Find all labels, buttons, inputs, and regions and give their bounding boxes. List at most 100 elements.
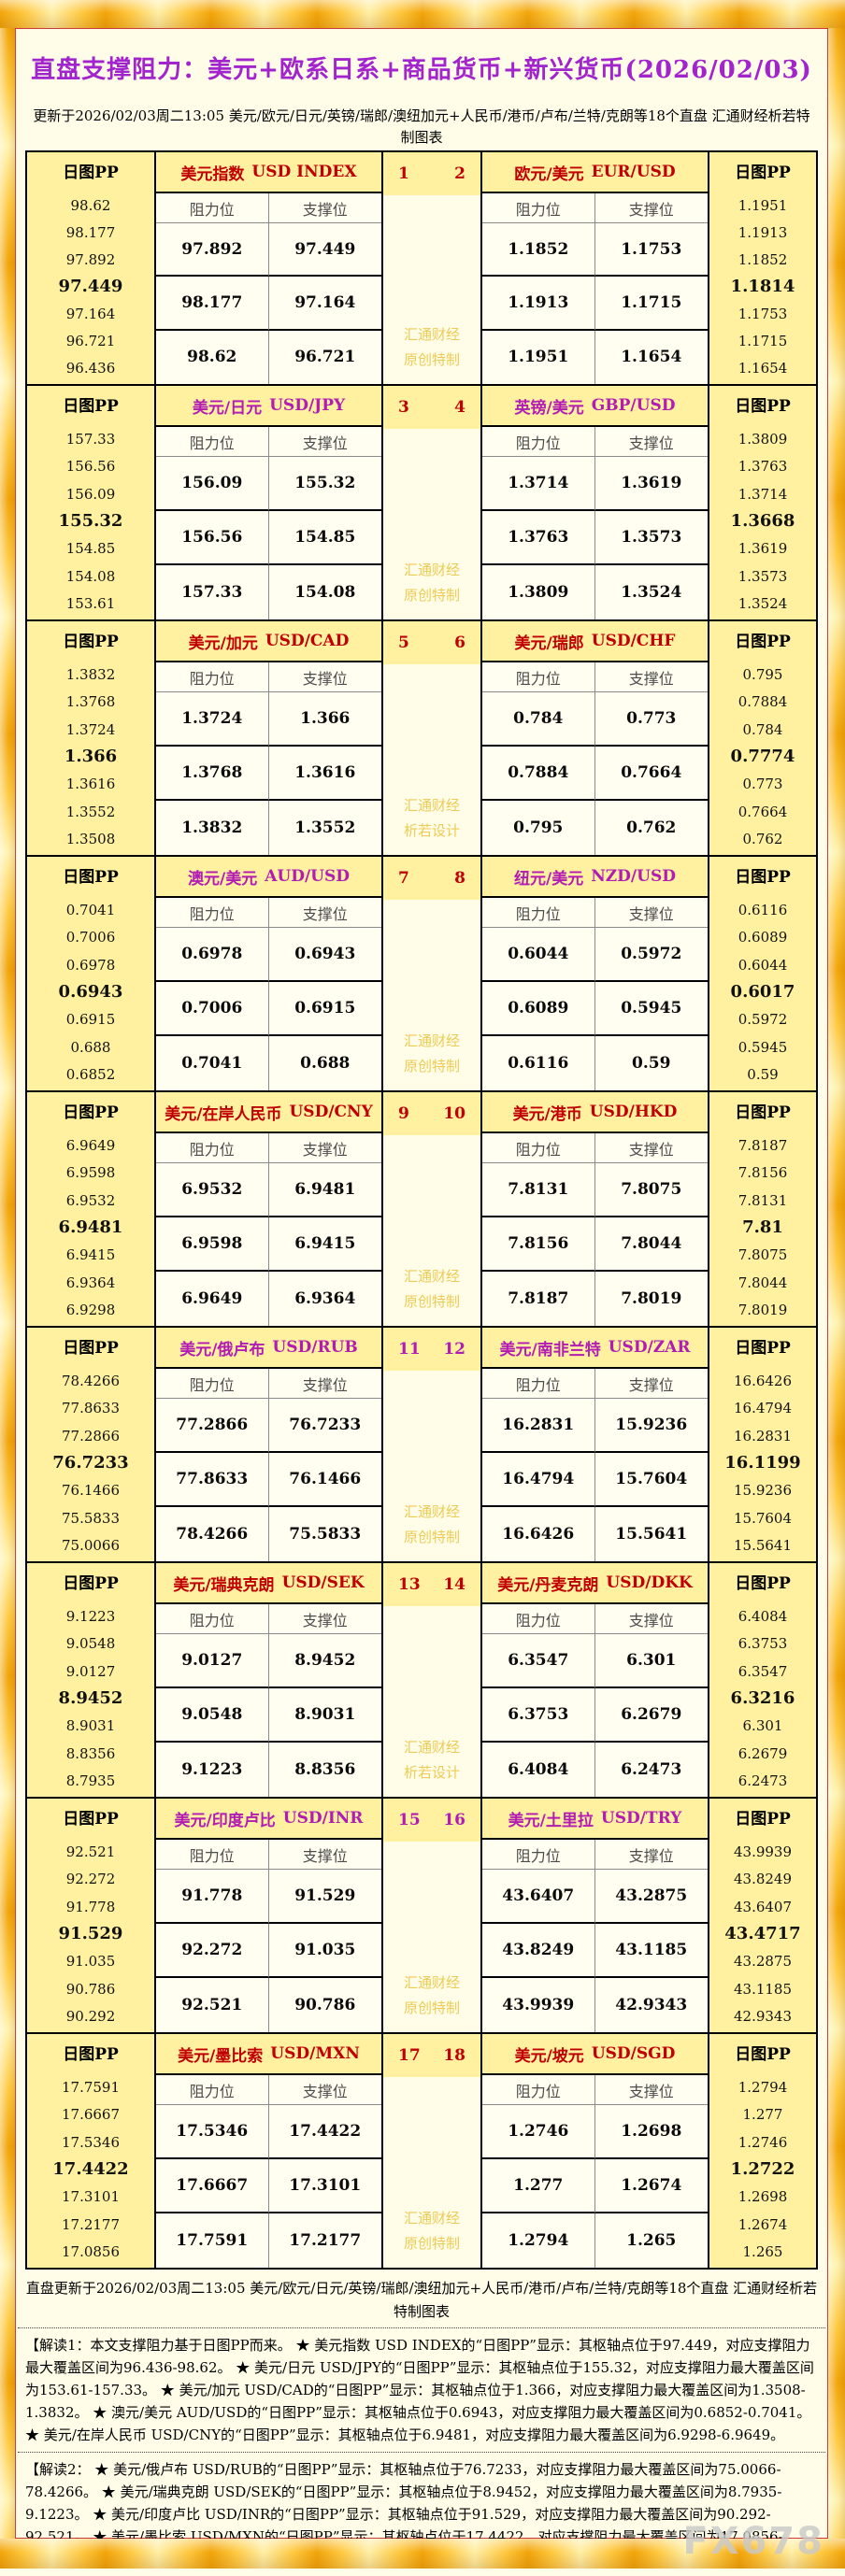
resistance-value: 6.9598 xyxy=(156,1217,269,1272)
pair-name-en: USD/CAD xyxy=(265,632,350,650)
pp-level: 156.56 xyxy=(65,458,116,476)
pp-level: 1.1753 xyxy=(738,306,788,323)
pp-level: 98.177 xyxy=(65,223,116,241)
resistance-value: 77.8633 xyxy=(156,1453,269,1507)
page-title: 直盘支撑阻力：美元+欧系日系+商品货币+新兴货币(2026/02/03) xyxy=(31,55,812,84)
pp-level: 6.4084 xyxy=(738,1607,788,1625)
pp-column-right: 日图PP 1.1951 1.1913 1.1852 1.1814 1.1753 … xyxy=(709,152,816,384)
resistance-value: 1.3832 xyxy=(156,801,269,855)
pp-column-header: 日图PP xyxy=(735,164,791,182)
middle-column: 17 18 汇通财经 原创特制 xyxy=(383,2034,480,2268)
pp-level: 0.5972 xyxy=(738,1011,788,1029)
pair-name-cn: 美元/印度卢比 xyxy=(174,1811,276,1830)
brand-watermark: 汇通财经 原创特制 xyxy=(383,1500,480,1561)
resistance-value: 7.8131 xyxy=(482,1163,595,1217)
pair-table-right: 美元/丹麦克朗 USD/DKK 阻力位 支撑位 6.3547 6.301 6.3… xyxy=(480,1563,709,1797)
footer-update-line: 直盘更新于2026/02/03周二13:05 美元/欧元/日元/英镑/瑞郎/澳纽… xyxy=(25,2280,818,2320)
middle-column: 11 12 汇通财经 原创特制 xyxy=(383,1328,480,1561)
pp-level: 43.8249 xyxy=(733,1871,793,1888)
pp-level: 1.3832 xyxy=(65,665,116,683)
pp-level: 1.3714 xyxy=(738,485,788,503)
brand-watermark-line1: 汇通财经 xyxy=(403,1739,460,1756)
pp-level: 43.2875 xyxy=(733,1953,793,1971)
support-value: 6.9481 xyxy=(268,1163,381,1217)
pp-column-header: 日图PP xyxy=(735,2045,791,2064)
pp-level: 77.2866 xyxy=(61,1427,121,1445)
brand-watermark: 汇通财经 析若设计 xyxy=(383,1735,480,1797)
resistance-support-table: 阻力位 支撑位 16.2831 15.9236 16.4794 15.7604 … xyxy=(482,1369,708,1561)
pair-title: 美元/土里拉 USD/TRY xyxy=(482,1799,708,1840)
pair-name-cn: 美元/港币 xyxy=(512,1104,582,1124)
support-value: 0.5945 xyxy=(594,982,708,1036)
support-value: 154.08 xyxy=(294,583,356,602)
resistance-header: 阻力位 xyxy=(156,898,269,928)
support-header: 支撑位 xyxy=(594,1133,708,1163)
pair-table-right: 美元/港币 USD/HKD 阻力位 支撑位 7.8131 7.8075 7.81… xyxy=(480,1092,709,1326)
resistance-header: 阻力位 xyxy=(156,1840,269,1870)
support-header: 支撑位 xyxy=(268,1840,381,1870)
resistance-support-table: 阻力位 支撑位 9.0127 8.9452 9.0548 8.9031 9.12… xyxy=(156,1604,381,1797)
pp-pivot-level: 6.9481 xyxy=(58,1217,123,1238)
pp-level: 0.6044 xyxy=(738,956,788,974)
pp-level: 17.3101 xyxy=(61,2188,121,2206)
pair-name-cn: 美元/墨比索 xyxy=(178,2046,264,2066)
resistance-value: 16.6426 xyxy=(482,1507,595,1561)
resistance-support-table: 阻力位 支撑位 0.6978 0.6943 0.7006 0.6915 0.70… xyxy=(156,898,381,1090)
pp-column-right: 日图PP 0.795 0.7884 0.784 0.7774 0.773 0.7… xyxy=(709,621,816,855)
resistance-value: 156.09 xyxy=(156,457,269,511)
pp-level: 6.9415 xyxy=(65,1246,116,1264)
pp-level: 97.892 xyxy=(65,250,116,268)
pair-name-cn: 美元指数 xyxy=(180,164,245,184)
pp-pivot-level: 91.529 xyxy=(58,1924,123,1944)
support-header: 支撑位 xyxy=(594,1604,708,1634)
pair-name-en: EUR/USD xyxy=(591,163,676,181)
pp-pivot-level: 0.6017 xyxy=(730,982,795,1003)
pair-title: 美元/坡元 USD/SGD xyxy=(482,2034,708,2075)
support-value: 6.9364 xyxy=(294,1289,356,1308)
chart-index-left: 7 xyxy=(398,869,409,888)
support-value: 76.7233 xyxy=(268,1399,381,1453)
resistance-value: 1.1951 xyxy=(482,330,595,384)
pp-level: 6.3547 xyxy=(738,1662,788,1680)
pair-table-right: 欧元/美元 EUR/USD 阻力位 支撑位 1.1852 1.1753 1.19… xyxy=(480,152,709,384)
pp-level: 9.0127 xyxy=(65,1662,116,1680)
pair-name-cn: 英镑/美元 xyxy=(514,398,584,418)
brand-watermark-line2: 原创特制 xyxy=(403,351,460,368)
pp-column-left: 日图PP 157.33 156.56 156.09 155.32 154.85 … xyxy=(27,386,154,619)
support-value: 1.3619 xyxy=(594,457,708,511)
pp-column-right: 日图PP 16.6426 16.4794 16.2831 16.1199 15.… xyxy=(709,1328,816,1561)
pp-level: 6.9649 xyxy=(65,1136,116,1154)
resistance-value: 17.6667 xyxy=(156,2159,269,2213)
resistance-value: 77.2866 xyxy=(156,1399,269,1453)
pp-level: 1.3768 xyxy=(65,693,116,711)
support-value: 1.2674 xyxy=(594,2159,708,2213)
chart-index-numbers: 1 2 xyxy=(383,152,480,195)
pp-pivot-level: 1.1814 xyxy=(730,277,795,297)
support-header: 支撑位 xyxy=(268,1369,381,1399)
pair-name-en: USD/CNY xyxy=(289,1103,373,1121)
pair-table-left: 美元/墨比索 USD/MXN 阻力位 支撑位 17.5346 17.4422 1… xyxy=(154,2034,383,2268)
pair-name-cn: 美元/瑞郎 xyxy=(514,633,584,653)
pair-name-cn: 美元/在岸人民币 xyxy=(165,1104,282,1124)
resistance-support-table: 阻力位 支撑位 0.784 0.773 0.7884 0.7664 0.795 … xyxy=(482,662,708,855)
pp-level: 1.2746 xyxy=(738,2133,788,2151)
pp-pivot-level: 1.366 xyxy=(64,747,118,767)
support-value: 15.9236 xyxy=(594,1399,708,1453)
pp-level: 90.786 xyxy=(65,1980,116,1998)
pp-level: 16.4794 xyxy=(733,1400,793,1417)
pp-level: 1.3616 xyxy=(65,776,116,793)
resistance-header: 阻力位 xyxy=(156,1604,269,1634)
pair-title: 英镑/美元 GBP/USD xyxy=(482,386,708,427)
brand-watermark-line2: 析若设计 xyxy=(403,1764,460,1781)
resistance-header: 阻力位 xyxy=(482,1133,595,1163)
support-header: 支撑位 xyxy=(268,898,381,928)
resistance-value: 1.2794 xyxy=(482,2213,595,2268)
pair-table-right: 美元/南非兰特 USD/ZAR 阻力位 支撑位 16.2831 15.9236 … xyxy=(480,1328,709,1561)
brand-watermark: 汇通财经 原创特制 xyxy=(383,1971,480,2032)
pair-name-en: USD/TRY xyxy=(600,1809,682,1828)
resistance-value: 92.521 xyxy=(156,1978,269,2032)
pair-title: 美元指数 USD INDEX xyxy=(156,152,381,193)
support-value: 8.8356 xyxy=(294,1760,356,1779)
pair-title: 美元/俄卢布 USD/RUB xyxy=(156,1328,381,1369)
pp-level: 156.09 xyxy=(65,485,116,503)
